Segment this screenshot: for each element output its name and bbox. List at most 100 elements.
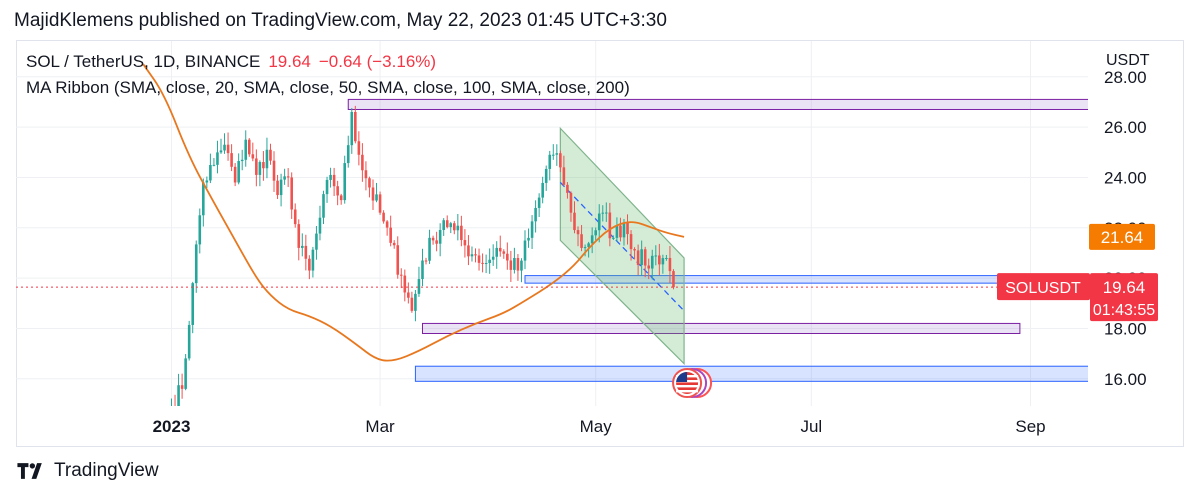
candle-body [520,260,523,271]
candle-body [460,225,463,241]
candle-body [551,154,555,156]
candle-body [205,180,209,183]
candle-body [262,162,265,169]
candle-body [202,182,205,216]
x-tick-label: May [580,417,613,436]
candle-body [392,242,396,246]
candle-body [622,222,626,238]
legend-row[interactable]: SOL / TetherUS, 1D, BINANCE 19.64 −0.64 (−… [26,52,436,72]
candle-body [258,162,262,175]
candle-body [619,225,622,238]
candle-body [555,153,559,155]
candle-body [513,258,516,270]
symbol-tag: SOLUSDT [1005,280,1081,297]
candle-body [346,145,350,164]
candle-body [640,249,643,266]
candle-body [530,221,534,238]
candle-body [361,154,364,171]
tradingview-logo-icon [17,463,42,479]
candle-body [385,221,389,228]
candle-body [463,240,467,246]
candle-body [251,154,255,159]
candle-body [382,212,385,222]
candle-body [658,255,661,265]
candle-body [424,260,428,262]
zone-rect [414,365,1088,382]
candle-body [403,275,407,293]
x-tick-label: Mar [365,417,395,436]
descending-channel [559,126,685,366]
candle-body [389,227,392,243]
price-change: −0.64 (−3.16%) [318,52,437,71]
candle-body [209,165,212,181]
zone-rect [524,275,1088,284]
candle-body [170,406,173,414]
candle-body [488,259,491,264]
candle-body [343,163,347,201]
symbol-label[interactable]: SOL / TetherUS, 1D, BINANCE [26,52,261,71]
candle-body [516,258,520,271]
candle-body [216,152,219,165]
candle-body [194,244,198,284]
candle-body [332,174,336,187]
candle-body [293,209,297,225]
candle-body [174,406,177,411]
candle-body [491,256,495,260]
candle-body [354,111,357,142]
last-price: 19.64 [268,52,311,71]
candle-body [198,215,202,245]
candle-body [290,177,293,210]
candle-body [187,324,191,359]
chart-frame[interactable] [16,40,1184,447]
candle-body [580,234,583,248]
candle-body [442,220,445,230]
candle-body [559,153,562,168]
y-tick-label: 18.00 [1104,319,1147,338]
candle-body [573,212,576,231]
candle-body [576,230,580,235]
y-tick-label: 26.00 [1104,118,1147,137]
candle-body [237,161,240,183]
candle-body [219,150,223,153]
x-tick-label: 2023 [153,417,191,436]
currency-label[interactable]: USDT [1106,52,1150,69]
candle-body [661,258,665,265]
ma-price-label: 21.64 [1089,223,1155,250]
candle-body [410,297,414,311]
candle-body [523,240,527,261]
candle-body [417,279,421,294]
candle-body [612,237,615,239]
candle-body [665,257,668,259]
candle-body [180,385,184,389]
candle-body [304,245,308,259]
candle-body [399,274,403,276]
candle-body [509,260,513,270]
us-flag-icon [676,371,699,394]
candle-body [431,237,435,241]
candle-body [315,233,318,250]
event-marker[interactable] [672,368,713,398]
candle-body [484,263,488,265]
candle-body [177,385,180,406]
candle-body [378,194,382,213]
indicator-legend[interactable]: MA Ribbon (SMA, close, 20, SMA, close, 5… [26,78,630,97]
candle-body [605,212,608,214]
candle-body [283,176,286,180]
candle-body [272,160,276,181]
candle-body [467,245,470,257]
publisher-line: MajidKlemens published on TradingView.co… [14,10,667,31]
candle-body [428,237,431,261]
candle-body [184,358,187,389]
candle-body [647,265,651,269]
candle-body [498,247,502,252]
candle-body [357,141,361,155]
candle-body [269,149,272,161]
candle-body [244,139,248,160]
zone-rect [347,98,1088,110]
grid-lines [16,41,1088,406]
footer: TradingView [14,460,159,482]
candle-body [364,170,368,179]
candle-body [534,207,537,222]
candle-body [329,174,332,180]
